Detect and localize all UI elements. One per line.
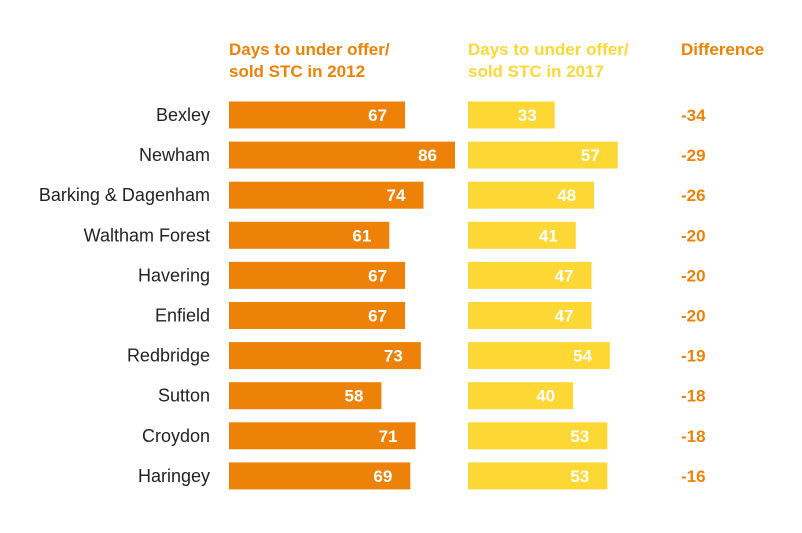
bar-2012-value-label: 86 <box>418 146 437 165</box>
difference-value: -34 <box>681 106 706 125</box>
bar-2017-value-label: 33 <box>518 106 537 125</box>
category-label: Redbridge <box>127 346 210 366</box>
bar-2012 <box>229 181 424 209</box>
chart-row: Croydon 71 53 -18 <box>142 422 706 450</box>
bar-2017 <box>468 342 610 370</box>
bar-2012 <box>229 342 421 370</box>
bar-2017 <box>468 101 555 129</box>
bar-2017 <box>468 462 608 490</box>
header-2012-line-1: Days to under offer/ <box>229 40 390 59</box>
bar-2017-value-label: 40 <box>536 387 555 406</box>
bar-2012-value-label: 58 <box>344 387 363 406</box>
bar-2017 <box>468 302 592 329</box>
bar-2012-value-label: 67 <box>368 307 387 326</box>
bar-2017-value-label: 48 <box>557 186 576 205</box>
bar-2017-value-label: 47 <box>555 266 574 285</box>
chart-row: Sutton 58 40 -18 <box>158 382 706 410</box>
category-label: Enfield <box>155 306 210 326</box>
bar-2017 <box>468 422 608 450</box>
category-label: Waltham Forest <box>84 225 210 245</box>
category-label: Newham <box>139 145 210 165</box>
bar-2012 <box>229 302 406 329</box>
header-2017-line-1: Days to under offer/ <box>468 40 629 59</box>
column-headers: Days to under offer/sold STC in 2012 Days… <box>229 40 764 81</box>
chart-row: Newham 86 57 -29 <box>139 141 706 169</box>
header-difference: Difference <box>681 40 764 59</box>
chart-row: Barking & Dagenham 74 48 -26 <box>39 181 706 209</box>
difference-value: -19 <box>681 347 706 366</box>
bar-2012 <box>229 141 455 169</box>
difference-value: -20 <box>681 266 706 285</box>
bar-2012 <box>229 462 411 490</box>
category-label: Bexley <box>156 105 210 125</box>
bar-2012 <box>229 221 390 249</box>
bar-2012-value-label: 67 <box>368 106 387 125</box>
category-label: Barking & Dagenham <box>39 185 210 205</box>
chart-row: Bexley 67 33 -34 <box>156 101 706 129</box>
chart-row: Haringey 69 53 -16 <box>138 462 706 490</box>
difference-value: -20 <box>681 226 706 245</box>
bar-2012 <box>229 422 416 450</box>
category-label: Haringey <box>138 466 210 486</box>
bar-2012-value-label: 69 <box>373 467 392 486</box>
bar-2017-value-label: 57 <box>581 146 600 165</box>
bar-2017-value-label: 53 <box>570 467 589 486</box>
chart-row: Waltham Forest 61 41 -20 <box>84 221 706 249</box>
bar-2012-value-label: 74 <box>387 186 406 205</box>
category-label: Croydon <box>142 426 210 446</box>
bar-2017-value-label: 47 <box>555 307 574 326</box>
bar-2017-value-label: 41 <box>539 226 558 245</box>
category-label: Havering <box>138 265 210 285</box>
bar-2012-value-label: 73 <box>384 347 403 366</box>
bar-2017 <box>468 141 618 169</box>
difference-value: -20 <box>681 307 706 326</box>
header-2012-line-2: sold STC in 2012 <box>229 62 365 81</box>
bar-2017 <box>468 261 592 289</box>
difference-value: -16 <box>681 467 706 486</box>
difference-value: -18 <box>681 427 706 446</box>
chart-row: Redbridge 73 54 -19 <box>127 342 706 370</box>
chart-row: Enfield 67 47 -20 <box>155 302 706 329</box>
header-2017-line-2: sold STC in 2017 <box>468 62 604 81</box>
bar-2012-value-label: 71 <box>379 427 398 446</box>
difference-value: -29 <box>681 146 706 165</box>
bar-2017 <box>468 382 574 410</box>
bar-2012 <box>229 261 406 289</box>
bar-2012-value-label: 61 <box>352 226 371 245</box>
bar-2017 <box>468 221 576 249</box>
bar-2017-value-label: 53 <box>570 427 589 446</box>
bar-2012 <box>229 101 406 129</box>
chart-row: Havering 67 47 -20 <box>138 261 706 289</box>
bar-2017-value-label: 54 <box>573 347 592 366</box>
bar-2017 <box>468 181 595 209</box>
chart-rows: Bexley 67 33 -34 Newham 86 57 -29 Barking & Dage… <box>39 101 706 490</box>
bar-2012-value-label: 67 <box>368 266 387 285</box>
difference-value: -26 <box>681 186 706 205</box>
difference-value: -18 <box>681 387 706 406</box>
category-label: Sutton <box>158 386 210 406</box>
bar-2012 <box>229 382 382 410</box>
